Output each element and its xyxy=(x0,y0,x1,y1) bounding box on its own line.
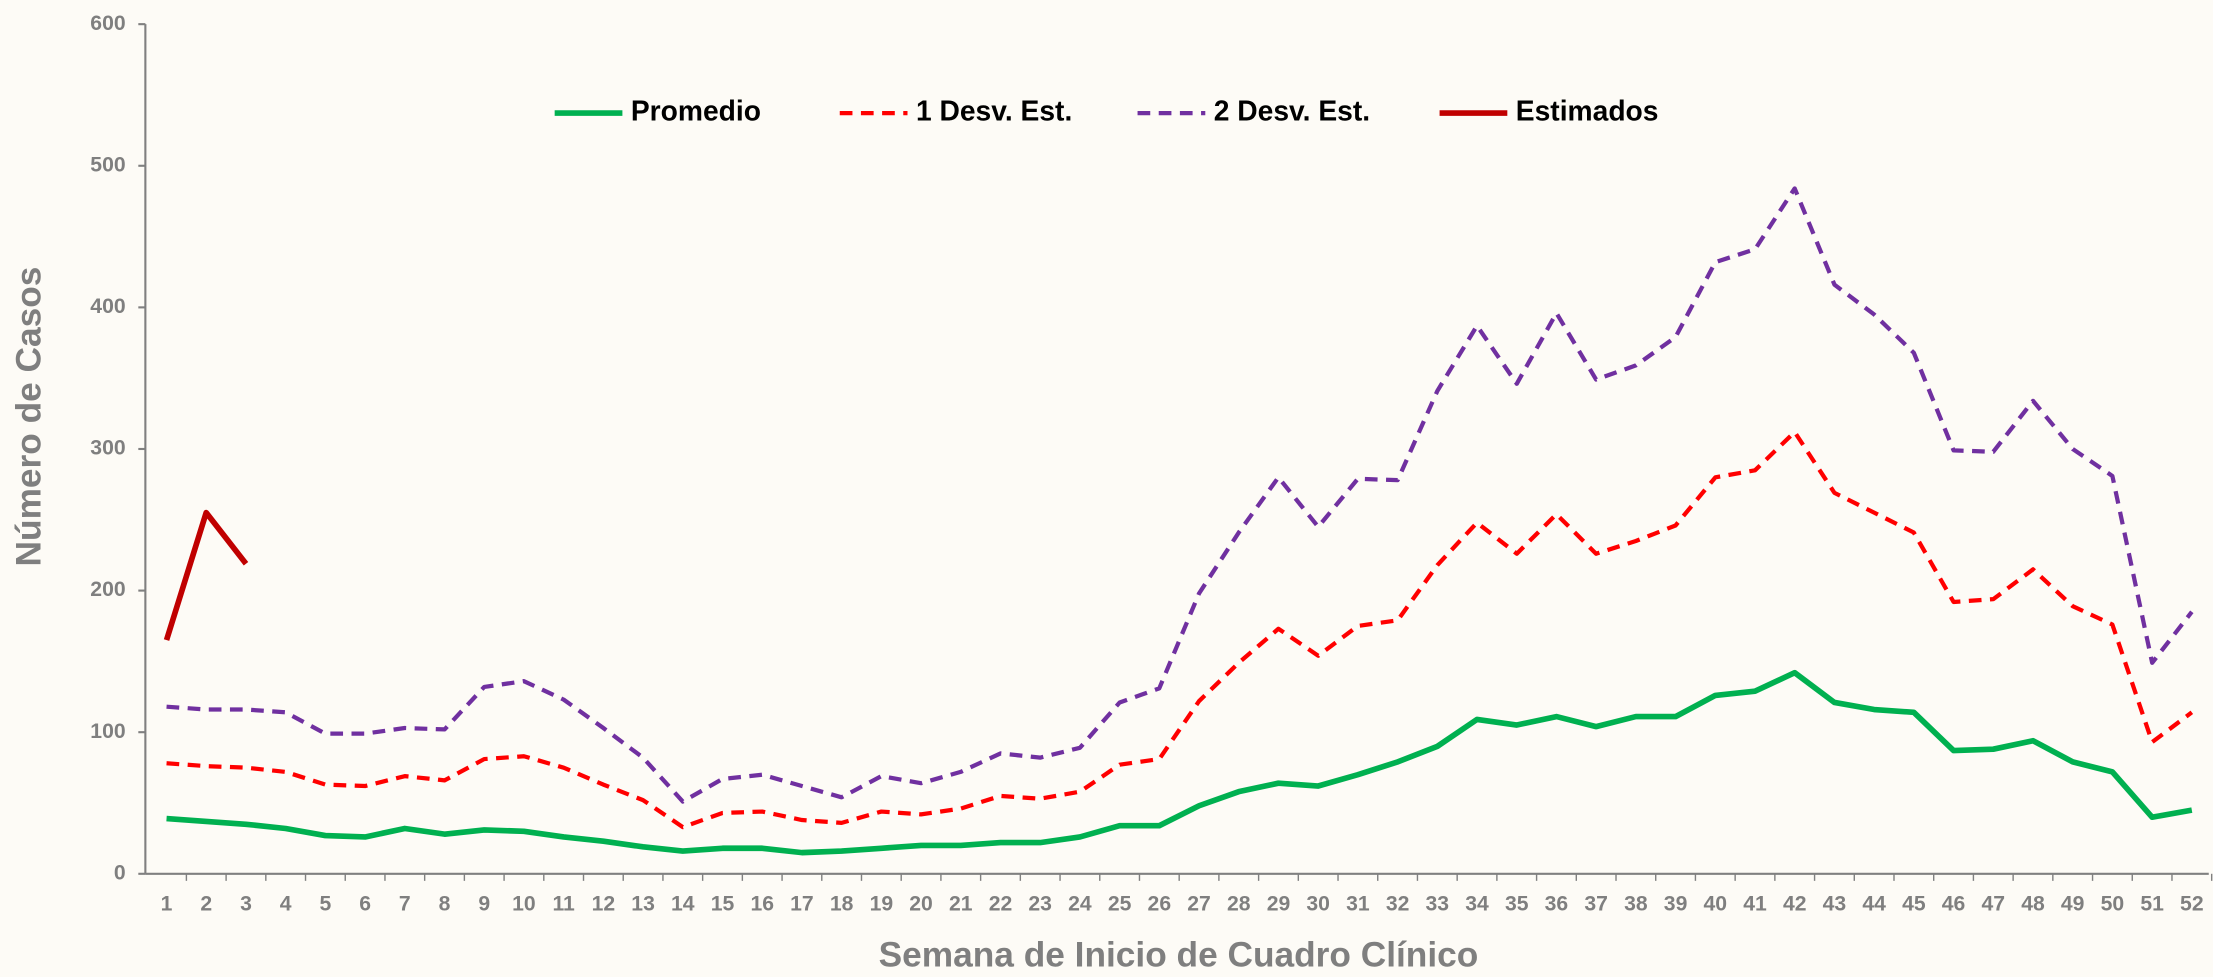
x-tick-label: 10 xyxy=(512,892,536,915)
x-tick-label: 48 xyxy=(2021,892,2045,915)
x-tick-label: 32 xyxy=(1386,892,1410,915)
x-tick-label: 27 xyxy=(1187,892,1211,915)
x-tick-label: 14 xyxy=(671,892,695,915)
x-tick-label: 34 xyxy=(1465,892,1489,915)
x-tick-label: 45 xyxy=(1902,892,1926,915)
x-tick-label: 40 xyxy=(1704,892,1728,915)
x-tick-label: 7 xyxy=(399,892,411,915)
legend-label: Promedio xyxy=(631,95,761,127)
x-tick-label: 17 xyxy=(790,892,814,915)
x-tick-label: 2 xyxy=(200,892,212,915)
x-tick-label: 12 xyxy=(592,892,616,915)
series-line xyxy=(167,432,2192,827)
y-tick-label: 400 xyxy=(90,295,125,318)
series-line xyxy=(167,513,246,640)
x-tick-label: 28 xyxy=(1227,892,1251,915)
x-tick-label: 8 xyxy=(439,892,451,915)
x-tick-label: 23 xyxy=(1028,892,1052,915)
y-tick-label: 300 xyxy=(90,437,125,460)
x-tick-label: 38 xyxy=(1624,892,1648,915)
x-tick-label: 51 xyxy=(2140,892,2164,915)
x-tick-label: 44 xyxy=(1862,892,1886,915)
x-tick-label: 13 xyxy=(631,892,655,915)
y-axis-title: Número de Casos xyxy=(9,267,48,567)
x-tick-label: 5 xyxy=(319,892,331,915)
x-tick-label: 46 xyxy=(1942,892,1966,915)
x-tick-label: 24 xyxy=(1068,892,1092,915)
x-tick-label: 19 xyxy=(870,892,894,915)
x-tick-label: 36 xyxy=(1545,892,1569,915)
x-tick-label: 31 xyxy=(1346,892,1370,915)
x-tick-label: 33 xyxy=(1426,892,1450,915)
legend-label: 2 Desv. Est. xyxy=(1214,95,1370,127)
x-tick-label: 3 xyxy=(240,892,252,915)
y-tick-label: 100 xyxy=(90,720,125,743)
x-tick-label: 20 xyxy=(909,892,933,915)
x-tick-label: 16 xyxy=(750,892,774,915)
legend-label: Estimados xyxy=(1516,95,1659,127)
x-tick-label: 21 xyxy=(949,892,973,915)
x-tick-label: 43 xyxy=(1823,892,1847,915)
x-axis-title: Semana de Inicio de Cuadro Clínico xyxy=(879,935,1479,974)
y-tick-label: 0 xyxy=(114,861,126,884)
x-tick-label: 41 xyxy=(1743,892,1767,915)
legend-label: 1 Desv. Est. xyxy=(916,95,1072,127)
x-tick-label: 29 xyxy=(1267,892,1291,915)
x-tick-label: 47 xyxy=(1981,892,2005,915)
x-tick-label: 52 xyxy=(2180,892,2204,915)
x-tick-label: 1 xyxy=(161,892,173,915)
y-tick-label: 500 xyxy=(90,153,125,176)
x-tick-label: 30 xyxy=(1306,892,1330,915)
x-tick-label: 37 xyxy=(1584,892,1608,915)
x-tick-label: 26 xyxy=(1148,892,1172,915)
x-tick-label: 39 xyxy=(1664,892,1688,915)
x-tick-label: 22 xyxy=(989,892,1013,915)
x-tick-label: 25 xyxy=(1108,892,1132,915)
x-tick-label: 42 xyxy=(1783,892,1807,915)
x-tick-label: 11 xyxy=(552,892,575,915)
x-tick-label: 49 xyxy=(2061,892,2085,915)
x-tick-label: 6 xyxy=(359,892,371,915)
x-tick-label: 35 xyxy=(1505,892,1529,915)
y-tick-label: 600 xyxy=(90,12,125,35)
y-tick-label: 200 xyxy=(90,578,125,601)
x-tick-label: 9 xyxy=(478,892,490,915)
x-tick-label: 4 xyxy=(280,892,292,915)
x-tick-label: 15 xyxy=(711,892,735,915)
chart: Semana de Inicio de Cuadro Clínico Númer… xyxy=(0,0,2213,977)
x-tick-label: 50 xyxy=(2101,892,2125,915)
x-tick-label: 18 xyxy=(830,892,854,915)
